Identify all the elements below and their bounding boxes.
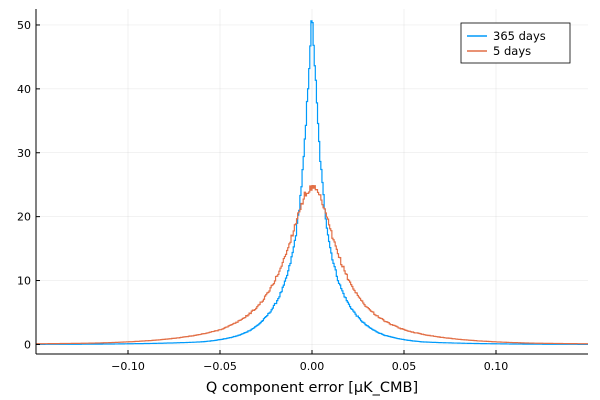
y-tick-label: 0 (24, 338, 31, 351)
tick-labels: −0.10 −0.05 0.00 0.05 0.10 0 10 20 30 40 50 (17, 19, 508, 373)
y-tick-label: 20 (17, 211, 31, 224)
x-axis-title: Q component error [μK_CMB] (206, 380, 418, 396)
y-tick-label: 50 (17, 19, 31, 32)
legend-label-0: 365 days (493, 29, 546, 43)
series-line-0 (36, 20, 588, 345)
y-tick-label: 40 (17, 83, 31, 96)
series-layer (36, 20, 588, 345)
legend-box (460, 22, 571, 64)
series-line-1 (36, 184, 588, 345)
x-tick-label: −0.10 (111, 360, 145, 373)
x-tick-label: 0.05 (392, 360, 417, 373)
x-tick-label: 0.00 (300, 360, 325, 373)
y-tick-label: 10 (17, 275, 31, 288)
x-tick-label: −0.05 (203, 360, 237, 373)
axes (35, 9, 588, 355)
y-tick-label: 30 (17, 147, 31, 160)
x-tick-label: 0.10 (484, 360, 509, 373)
legend-label-1: 5 days (493, 44, 531, 58)
